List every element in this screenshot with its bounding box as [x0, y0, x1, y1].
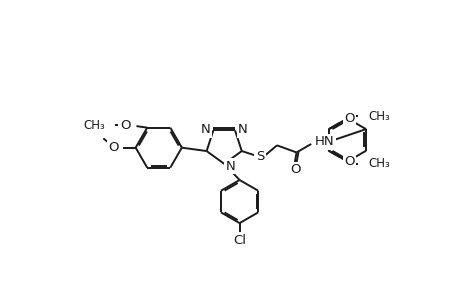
Text: N: N — [200, 123, 210, 136]
Text: CH₃: CH₃ — [83, 119, 105, 132]
Text: O: O — [343, 155, 354, 168]
Text: N: N — [225, 160, 235, 172]
Text: O: O — [343, 112, 354, 125]
Text: O: O — [108, 141, 118, 154]
Text: S: S — [255, 151, 264, 164]
Text: CH₃: CH₃ — [368, 110, 390, 123]
Text: O: O — [289, 164, 300, 176]
Text: Cl: Cl — [233, 233, 246, 247]
Text: CH₃: CH₃ — [368, 157, 390, 170]
Text: N: N — [238, 123, 247, 136]
Text: HN: HN — [314, 135, 334, 148]
Text: O: O — [119, 119, 130, 132]
